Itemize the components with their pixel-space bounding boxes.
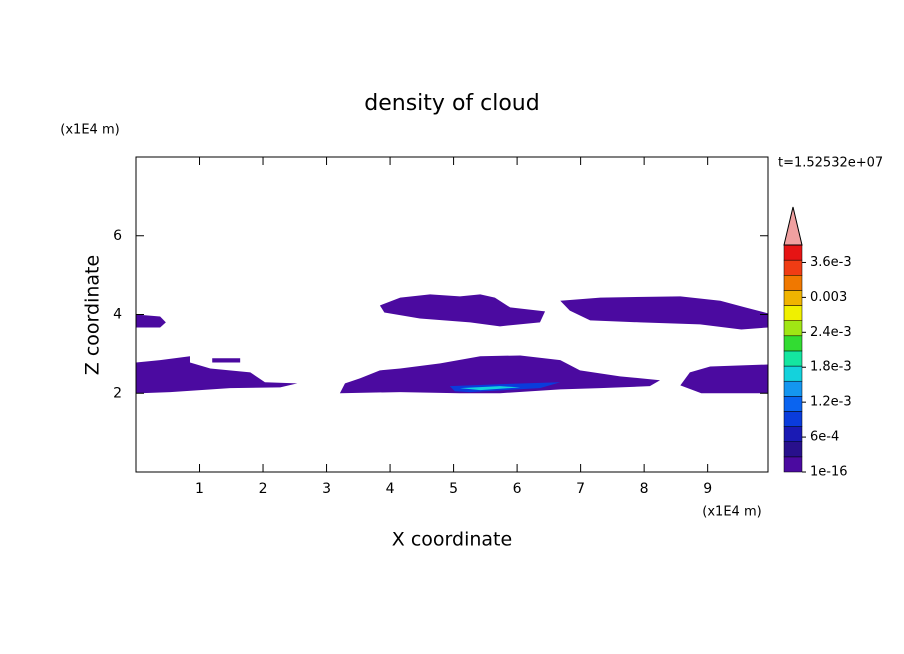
colorbar-band [783, 380, 803, 397]
contour-region [136, 314, 166, 328]
x-unit: (x1E4 m) [702, 505, 761, 520]
colorbar-label: 1.2e-3 [810, 395, 852, 410]
colorbar-label: 1e-16 [810, 465, 848, 480]
colorbar-band [783, 305, 803, 321]
chart-title: density of cloud [364, 91, 539, 116]
colorbar-band [783, 426, 803, 442]
y-tick-label: 6 [113, 228, 122, 244]
y-tick-label: 4 [113, 307, 122, 323]
x-tick-label: 7 [576, 481, 585, 497]
colorbar-band [783, 441, 803, 458]
colorbar-band [783, 275, 803, 291]
colorbar-band [783, 456, 803, 473]
colorbar-label: 6e-4 [810, 430, 839, 445]
colorbar-band [783, 335, 803, 352]
colorbar-label: 3.6e-3 [810, 255, 852, 270]
contour-region [212, 358, 241, 363]
x-tick-label: 3 [322, 481, 331, 497]
contour-region [339, 355, 661, 394]
colorbar-band [783, 320, 803, 337]
colorbar-label: 2.4e-3 [810, 325, 852, 340]
colorbar-extend [783, 206, 803, 246]
colorbar-band [783, 244, 803, 261]
colorbar-band [783, 365, 803, 382]
x-tick-label: 2 [259, 481, 268, 497]
x-tick-label: 5 [449, 481, 458, 497]
colorbar-band [783, 290, 803, 306]
colorbar-band [783, 396, 803, 412]
time-label: t=1.52532e+07 [778, 156, 883, 171]
contour-region [379, 294, 546, 327]
x-tick-label: 4 [386, 481, 395, 497]
colorbar-label: 1.8e-3 [810, 360, 852, 375]
contour-region [136, 356, 298, 394]
y-tick-label: 2 [113, 385, 122, 401]
contour-region [560, 296, 768, 330]
y-axis-label: Z coordinate [82, 255, 104, 375]
x-tick-label: 9 [703, 481, 712, 497]
x-tick-label: 8 [640, 481, 649, 497]
x-tick-label: 1 [195, 481, 204, 497]
contour-region [680, 364, 768, 394]
colorbar-label: 0.003 [810, 290, 847, 305]
y-unit: (x1E4 m) [60, 123, 119, 138]
contour-region [459, 386, 521, 391]
colorbar-band [783, 350, 803, 367]
colorbar-band [783, 259, 803, 276]
colorbar-band [783, 411, 803, 427]
x-tick-label: 6 [513, 481, 522, 497]
x-axis-label: X coordinate [392, 529, 512, 551]
